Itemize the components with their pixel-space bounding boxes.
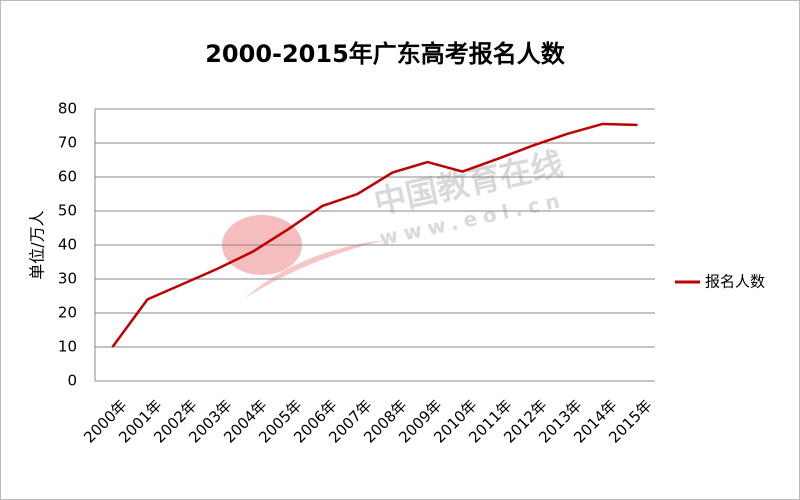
y-tick-label: 70 — [58, 134, 77, 152]
legend-label: 报名人数 — [705, 273, 765, 291]
y-tick-label: 50 — [58, 202, 77, 220]
y-tick-label: 60 — [58, 168, 77, 186]
chart-title: 2000-2015年广东高考报名人数 — [205, 40, 566, 68]
y-tick-label: 10 — [58, 338, 77, 356]
y-tick-label: 0 — [67, 372, 77, 390]
y-tick-label: 40 — [58, 236, 77, 254]
y-tick-label: 20 — [58, 304, 77, 322]
y-tick-label: 30 — [58, 270, 77, 288]
y-axis-label: 单位/万人 — [28, 210, 47, 279]
data-line — [111, 122, 638, 348]
y-tick-label: 80 — [58, 100, 77, 118]
